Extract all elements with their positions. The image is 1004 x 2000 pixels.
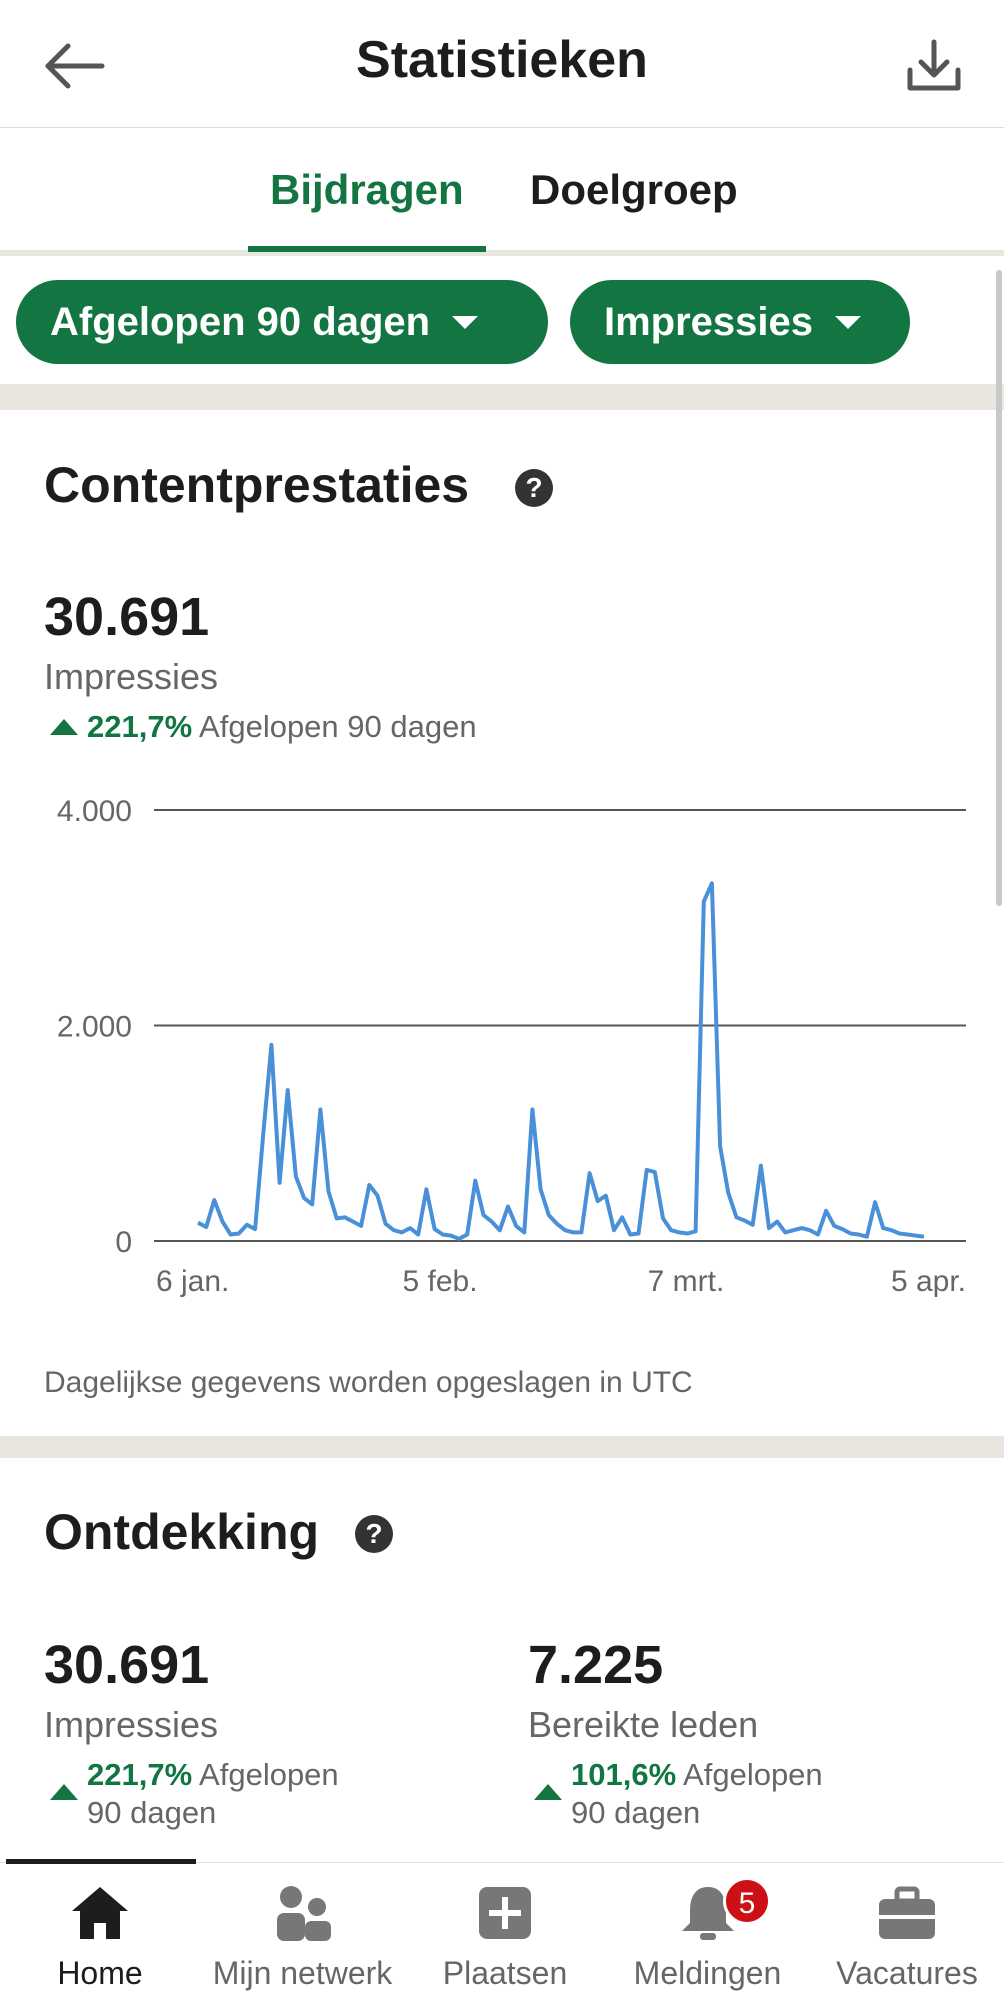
- delta-period-line2: 90 dagen: [571, 1795, 701, 1830]
- discovery-impressions-label: Impressies: [44, 1704, 219, 1745]
- content-performance-title: Contentprestaties: [44, 457, 470, 513]
- bell-icon: [681, 1887, 734, 1940]
- trend-up-icon: [50, 1784, 78, 1800]
- scrollbar[interactable]: [996, 270, 1002, 906]
- delta-percentage: 101,6%: [571, 1757, 677, 1792]
- y-tick-label: 2.000: [57, 1011, 132, 1044]
- date-range-dropdown[interactable]: Afgelopen 90 dagen: [16, 280, 548, 364]
- utc-footnote: Dagelijkse gegevens worden opgeslagen in…: [44, 1366, 693, 1399]
- discovery-members-delta: 101,6% Afgelopen 90 dagen: [571, 1756, 823, 1832]
- delta-period-line2: 90 dagen: [87, 1795, 217, 1830]
- impressions-total: 30.691: [44, 587, 210, 647]
- trend-up-icon: [534, 1784, 562, 1800]
- nav-label-post: Plaatsen: [442, 1955, 568, 1991]
- nav-label-network: Mijn netwerk: [212, 1955, 393, 1991]
- people-icon: [276, 1886, 331, 1941]
- help-icon[interactable]: ?: [515, 469, 553, 507]
- nav-label-notifications: Meldingen: [633, 1955, 782, 1991]
- x-tick-label: 5 feb.: [402, 1265, 477, 1298]
- discovery-title: Ontdekking: [44, 1504, 320, 1560]
- nav-home[interactable]: Home: [0, 1863, 200, 2000]
- section-divider: [0, 1436, 1004, 1458]
- x-tick-label: 7 mrt.: [648, 1265, 725, 1298]
- section-divider: [0, 384, 1004, 410]
- active-nav-indicator: [6, 1859, 196, 1864]
- filter-bar: Afgelopen 90 dagen Impressies: [0, 262, 1004, 384]
- delta-percentage: 221,7%: [87, 1757, 193, 1792]
- page-title: Statistieken: [356, 31, 648, 89]
- caret-down-icon: [835, 315, 862, 329]
- y-tick-label: 0: [115, 1226, 132, 1259]
- discovery-members-label: Bereikte leden: [528, 1704, 759, 1745]
- delta-period-line1: Afgelopen: [199, 1757, 339, 1792]
- x-tick-label: 5 apr.: [891, 1265, 966, 1298]
- briefcase-icon: [879, 1886, 935, 1939]
- plus-square-icon: [479, 1887, 531, 1939]
- help-icon[interactable]: ?: [355, 1515, 393, 1553]
- notification-badge: 5: [723, 1877, 771, 1925]
- nav-post[interactable]: Plaatsen: [405, 1863, 605, 2000]
- discovery-impressions-value: 30.691: [44, 1635, 210, 1695]
- impressions-delta: 221,7% Afgelopen 90 dagen: [87, 708, 477, 746]
- download-icon: [907, 39, 961, 91]
- nav-label-home: Home: [57, 1955, 143, 1991]
- delta-period: Afgelopen 90 dagen: [199, 709, 477, 744]
- y-tick-label: 4.000: [57, 795, 132, 828]
- delta-period-line1: Afgelopen: [683, 1757, 823, 1792]
- bottom-navigation: Home Mijn netwerk Plaatsen 5 Meldingen: [0, 1859, 1004, 2000]
- metric-label: Impressies: [604, 299, 814, 344]
- caret-down-icon: [452, 315, 479, 329]
- discovery-impressions-delta: 221,7% Afgelopen 90 dagen: [87, 1756, 339, 1832]
- delta-percentage: 221,7%: [87, 709, 193, 744]
- metric-dropdown[interactable]: Impressies: [570, 280, 910, 364]
- active-tab-indicator: [248, 246, 486, 252]
- back-button[interactable]: [40, 36, 110, 96]
- date-range-label: Afgelopen 90 dagen: [50, 299, 431, 344]
- arrow-left-icon: [45, 43, 105, 89]
- nav-jobs[interactable]: Vacatures: [810, 1863, 1004, 2000]
- nav-notifications[interactable]: 5 Meldingen: [605, 1863, 810, 2000]
- impressions-series-line: [197, 881, 925, 1241]
- trend-up-icon: [50, 719, 78, 735]
- nav-label-jobs: Vacatures: [836, 1955, 978, 1991]
- download-button[interactable]: [904, 36, 964, 96]
- nav-network[interactable]: Mijn netwerk: [200, 1863, 405, 2000]
- impressions-label: Impressies: [44, 656, 219, 697]
- discovery-members-value: 7.225: [528, 1635, 664, 1695]
- impressions-chart: 4.000 2.000 0 6 jan. 5 feb. 7 mrt. 5 apr.: [57, 795, 966, 1298]
- tab-bar: Bijdragen Doelgroep: [0, 128, 1004, 256]
- tab-doelgroep[interactable]: Doelgroep: [530, 166, 738, 213]
- x-tick-label: 6 jan.: [156, 1265, 229, 1298]
- tab-bijdragen[interactable]: Bijdragen: [270, 166, 464, 213]
- app-header: Statistieken: [0, 0, 1004, 128]
- home-icon: [72, 1887, 128, 1939]
